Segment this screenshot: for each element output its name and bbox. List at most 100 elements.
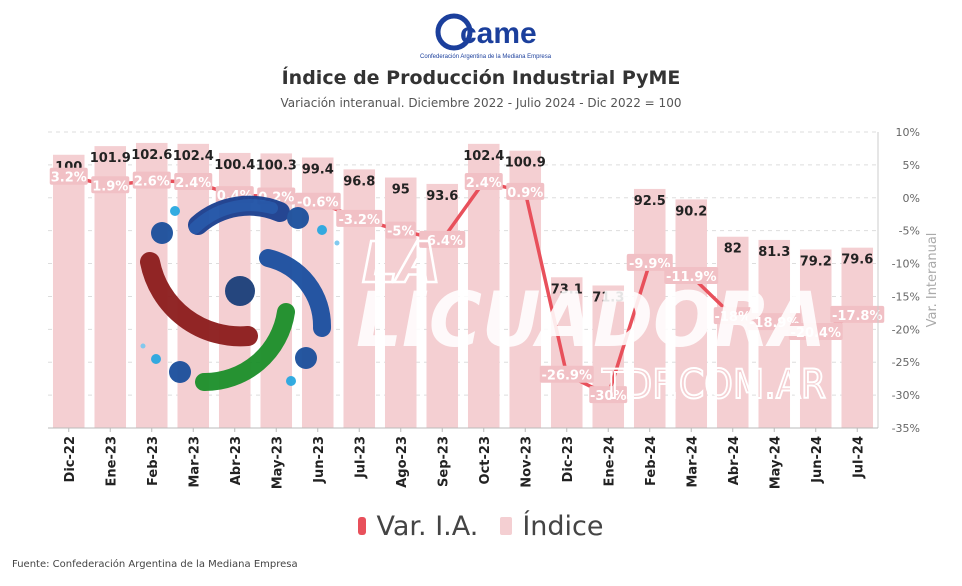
- bar-value-label: 102.4: [173, 149, 214, 164]
- legend-line-swatch: [358, 517, 367, 535]
- var-value-label: -18.9%: [749, 316, 800, 331]
- y-tick-label: 5%: [903, 159, 920, 172]
- grid-lines: [48, 131, 878, 429]
- x-tick-label: Dic-22: [63, 436, 78, 482]
- x-tick-label: Mar-24: [685, 436, 700, 488]
- y-tick-label: -35%: [892, 422, 920, 435]
- bar-value-label: 96.8: [343, 174, 375, 189]
- bar-value-label: 102.6: [131, 148, 172, 163]
- var-value-label: -6.4%: [422, 234, 463, 249]
- bar-value-label: 101.9: [90, 151, 131, 166]
- var-value-label: 1.9%: [92, 179, 128, 194]
- var-value-label: 3.2%: [51, 171, 87, 186]
- came-logo-mark: came: [435, 13, 537, 51]
- logo-caption: Confederación Argentina de la Mediana Em…: [420, 54, 552, 60]
- var-value-label: -30%: [590, 389, 627, 404]
- var-value-label: -3.2%: [339, 213, 380, 228]
- y-tick-label: 0%: [903, 192, 920, 205]
- var-value-label: 0.2%: [258, 190, 294, 205]
- var-label-bg: [464, 172, 503, 190]
- var-label-bg: [713, 307, 752, 325]
- var-value-label: 2.4%: [175, 176, 211, 191]
- var-value-label: -17.8%: [832, 309, 883, 324]
- x-tick-label: Nov-23: [519, 436, 534, 488]
- bar-value-label: 82: [724, 242, 742, 257]
- legend-item-var[interactable]: Var. I.A.: [358, 511, 478, 542]
- source-note: Fuente: Confederación Argentina de la Me…: [12, 559, 298, 570]
- x-tick-label: Jun-24: [810, 436, 825, 484]
- var-value-label: 0.4%: [217, 189, 253, 204]
- x-tick-label: Abr-23: [229, 436, 244, 485]
- var-label-bg: [830, 305, 885, 323]
- x-tick-label: Ago-23: [395, 436, 410, 488]
- bar-value-label: 100.9: [505, 156, 546, 171]
- x-tick-label: Jun-23: [312, 436, 327, 484]
- y-tick-label: -20%: [892, 323, 920, 336]
- bar: [841, 247, 874, 428]
- bar-value-label: 79.6: [841, 253, 873, 268]
- bar: [384, 177, 417, 428]
- x-tick-label: Dic-23: [561, 436, 576, 482]
- bar: [52, 154, 85, 428]
- var-value-label: -20.4%: [791, 326, 842, 341]
- x-tick-label: Ene-24: [602, 436, 617, 486]
- x-tick-label: Abr-24: [727, 436, 742, 485]
- bar: [716, 236, 749, 428]
- axes: 10% 5% 0% -5% -10% -15% -20% -25% -30% -35% Var. I…: [48, 126, 940, 489]
- legend-item-indice[interactable]: Índice: [500, 510, 604, 542]
- x-tick-label: Oct-23: [478, 436, 493, 484]
- var-label-bg: [419, 230, 466, 248]
- bar-value-label: 93.6: [426, 189, 458, 204]
- var-label-bg: [132, 171, 171, 189]
- var-label-bg: [49, 167, 88, 185]
- y-axis-title: Var. Interanual: [925, 233, 940, 328]
- bar-value-label: 92.5: [634, 194, 666, 209]
- var-value-label: -18%: [714, 310, 751, 325]
- x-tick-label: Jul-24: [851, 436, 866, 479]
- x-tick-label: Sep-23: [436, 436, 451, 487]
- var-value-label: -0.6%: [297, 196, 338, 211]
- var-value-label: -26.9%: [542, 369, 593, 384]
- x-tick-label: Feb-24: [644, 436, 659, 486]
- bar-value-label: 99.4: [302, 163, 334, 178]
- bar-value-label: 71.3: [592, 290, 624, 305]
- var-value-label: 2.4%: [466, 176, 502, 191]
- bar-value-label: 90.2: [675, 204, 707, 219]
- bar-value-label: 102.4: [463, 149, 504, 164]
- bar: [467, 143, 500, 428]
- chart-subtitle: Variación interanual. Diciembre 2022 - J…: [280, 96, 682, 110]
- var-label-bg: [664, 267, 719, 285]
- legend-bar-label: Índice: [522, 510, 604, 542]
- bar-value-label: 79.2: [800, 254, 832, 269]
- var-label-bg: [589, 386, 628, 404]
- var-label-bg: [747, 313, 802, 331]
- bar: [758, 239, 791, 428]
- var-label-bg: [174, 172, 213, 190]
- var-value-label: 0.9%: [507, 186, 543, 201]
- var-label-bg: [336, 209, 383, 227]
- var-label-bg: [788, 322, 843, 340]
- bar: [675, 199, 708, 428]
- var-label-bg: [385, 221, 416, 239]
- bar: [426, 183, 459, 428]
- x-tick-label: May-23: [270, 436, 285, 489]
- var-value-label: -5%: [387, 225, 414, 240]
- bar-value-label: 100.4: [214, 158, 255, 173]
- bar-value-label: 95: [392, 183, 410, 198]
- legend-bar-swatch: [500, 517, 513, 535]
- x-tick-label: May-24: [768, 436, 783, 489]
- y-tick-label: -25%: [892, 356, 920, 369]
- x-tick-label: Mar-23: [187, 436, 202, 488]
- var-value-label: 2.6%: [134, 175, 170, 190]
- bar: [550, 277, 583, 428]
- logo-word: came: [460, 17, 537, 50]
- bar: [633, 188, 666, 428]
- var-label-bg: [91, 176, 130, 194]
- y-tick-label: -30%: [892, 389, 920, 402]
- var-label-bg: [539, 365, 594, 383]
- y-tick-label: -10%: [892, 258, 920, 271]
- came-logo: came Confederación Argentina de la Media…: [420, 12, 552, 66]
- chart-title: Índice de Producción Industrial PyME: [281, 67, 681, 89]
